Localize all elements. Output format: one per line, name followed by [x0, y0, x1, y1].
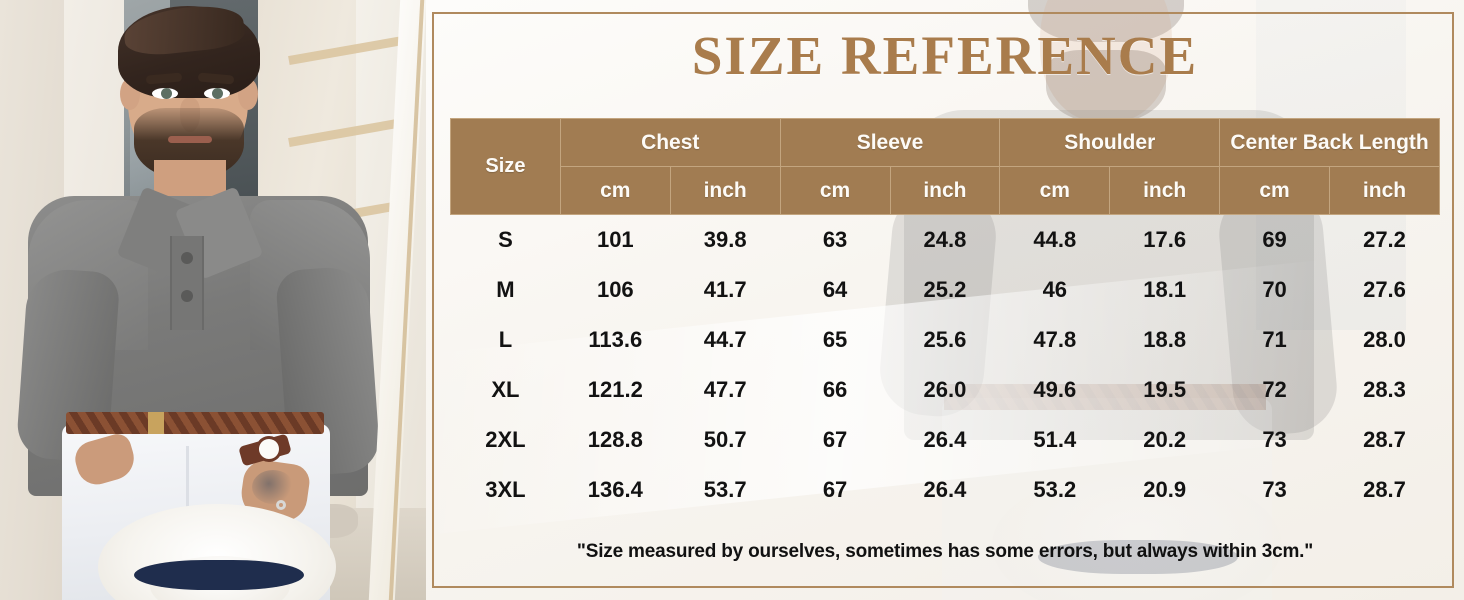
cell-chest-in: 39.8: [703, 226, 747, 252]
ghost-model-hair: [1028, 0, 1184, 42]
cell-sleeve-cm: 64: [822, 276, 848, 302]
cell-shoulder-in: 17.6: [1143, 226, 1187, 252]
cell-shoulder-in: 18.1: [1143, 276, 1187, 302]
ghost-model-head: [1040, 0, 1172, 122]
table-header-row-units: cm inch cm inch cm inch cm inch: [451, 166, 1440, 215]
size-chart-body: S 101 39.8 63 24.8 44.8 17.6 69 27.2 M 106 41.7 64 25…: [451, 215, 1440, 515]
cell-sleeve-in: 25.2: [923, 276, 967, 302]
unit-header-cbl-cm: cm: [1219, 166, 1330, 215]
cell-sleeve-in: 26.0: [923, 376, 967, 402]
cell-chest-in: 50.7: [703, 426, 747, 452]
cell-cbl-in: 28.7: [1363, 426, 1406, 452]
cell-size: XL: [491, 376, 520, 402]
braided-leather-belt: [66, 412, 324, 434]
cell-shoulder-cm: 49.6: [1033, 376, 1077, 402]
cell-shoulder-in: 20.9: [1143, 476, 1187, 502]
ghost-model-beard: [1046, 50, 1166, 124]
cell-chest-in: 53.7: [703, 476, 747, 502]
cell-size: 2XL: [485, 426, 526, 452]
cell-cbl-cm: 73: [1262, 426, 1287, 452]
cell-chest-cm: 128.8: [587, 426, 643, 452]
cell-sleeve-cm: 63: [822, 226, 848, 252]
cell-cbl-in: 27.6: [1363, 276, 1406, 302]
cell-sleeve-cm: 65: [822, 326, 848, 352]
cell-size: 3XL: [485, 476, 526, 502]
polo-button-top: [181, 252, 193, 264]
table-row: 3XL 136.4 53.7 67 26.4 53.2 20.9 73 28.7: [451, 465, 1440, 515]
unit-header-chest-inch: inch: [669, 166, 781, 215]
unit-header-shoulder-cm: cm: [999, 166, 1111, 215]
cell-cbl-cm: 72: [1262, 376, 1287, 402]
cell-shoulder-cm: 47.8: [1033, 326, 1077, 352]
cell-shoulder-cm: 53.2: [1033, 476, 1077, 502]
table-row: M 106 41.7 64 25.2 46 18.1 70 27.6: [451, 265, 1440, 315]
table-row: 2XL 128.8 50.7 67 26.4 51.4 20.2 73 28.7: [451, 415, 1440, 465]
cell-chest-cm: 101: [596, 226, 634, 252]
cell-shoulder-cm: 51.4: [1033, 426, 1077, 452]
cell-sleeve-cm: 66: [822, 376, 848, 402]
cell-chest-cm: 136.4: [587, 476, 643, 502]
cell-sleeve-in: 25.6: [923, 326, 967, 352]
page-title: SIZE REFERENCE: [691, 25, 1199, 86]
cell-size: L: [498, 326, 513, 352]
cell-cbl-in: 27.2: [1363, 226, 1406, 252]
cell-shoulder-in: 18.8: [1143, 326, 1187, 352]
belt-buckle: [148, 412, 164, 434]
cell-shoulder-in: 19.5: [1143, 376, 1187, 402]
cell-sleeve-in: 24.8: [923, 226, 967, 252]
unit-header-shoulder-inch: inch: [1109, 166, 1221, 215]
table-row: XL 121.2 47.7 66 26.0 49.6 19.5 72 28.3: [451, 365, 1440, 415]
cell-cbl-in: 28.0: [1363, 326, 1406, 352]
hand-tattoo: [252, 470, 294, 504]
cell-cbl-in: 28.7: [1363, 476, 1406, 502]
cell-cbl-cm: 73: [1262, 476, 1287, 502]
cell-cbl-cm: 70: [1262, 276, 1287, 302]
cell-size: S: [498, 226, 513, 252]
column-header-size: Size: [450, 118, 561, 215]
cell-sleeve-cm: 67: [822, 476, 848, 502]
cell-chest-cm: 113.6: [588, 326, 643, 352]
column-header-shoulder: Shoulder: [999, 118, 1221, 167]
cell-cbl-cm: 71: [1262, 326, 1287, 352]
polo-button-bottom: [181, 290, 193, 302]
unit-header-sleeve-inch: inch: [889, 166, 1001, 215]
cell-sleeve-in: 26.4: [923, 426, 967, 452]
table-row: S 101 39.8 63 24.8 44.8 17.6 69 27.2: [451, 215, 1440, 265]
cell-sleeve-in: 26.4: [923, 476, 967, 502]
polo-placket: [170, 236, 204, 330]
column-header-sleeve: Sleeve: [779, 118, 1001, 167]
cell-cbl-in: 28.3: [1363, 376, 1406, 402]
unit-header-chest-cm: cm: [559, 166, 671, 215]
cell-shoulder-cm: 46: [1042, 276, 1068, 302]
ghost-straw-hat: [992, 470, 1282, 600]
table-header-row-groups: Size Chest Sleeve Shoulder Center Back L…: [450, 118, 1440, 215]
cell-sleeve-cm: 67: [822, 426, 848, 452]
ghost-hat-band: [1038, 540, 1238, 574]
cell-chest-in: 47.7: [703, 376, 747, 402]
cell-shoulder-cm: 44.8: [1033, 226, 1077, 252]
cell-chest-in: 41.7: [703, 276, 747, 302]
size-chart-table: Size Chest Sleeve Shoulder Center Back L…: [450, 118, 1440, 515]
model-pupil-left: [161, 88, 172, 99]
unit-header-cbl-inch: inch: [1329, 166, 1440, 215]
cell-chest-cm: 121.2: [587, 376, 643, 402]
model-pupil-right: [212, 88, 223, 99]
finger-ring: [276, 500, 286, 510]
unit-header-sleeve-cm: cm: [779, 166, 891, 215]
table-row: L 113.6 44.7 65 25.6 47.8 18.8 71 28.0: [451, 315, 1440, 365]
cell-cbl-cm: 69: [1262, 226, 1287, 252]
straw-hat-navy-band: [134, 560, 304, 590]
size-reference-panel: SIZE REFERENCE Size Chest Sleeve Shoulde…: [426, 0, 1464, 600]
measurement-disclaimer: "Size measured by ourselves, sometimes h…: [576, 540, 1314, 562]
cell-chest-cm: 106: [596, 276, 634, 302]
cell-shoulder-in: 20.2: [1143, 426, 1187, 452]
model-mouth: [168, 136, 212, 143]
cell-chest-in: 44.7: [703, 326, 747, 352]
model-photo: [0, 0, 426, 600]
column-header-center-back-length: Center Back Length: [1219, 118, 1440, 167]
column-header-chest: Chest: [559, 118, 781, 167]
cell-size: M: [496, 276, 515, 302]
